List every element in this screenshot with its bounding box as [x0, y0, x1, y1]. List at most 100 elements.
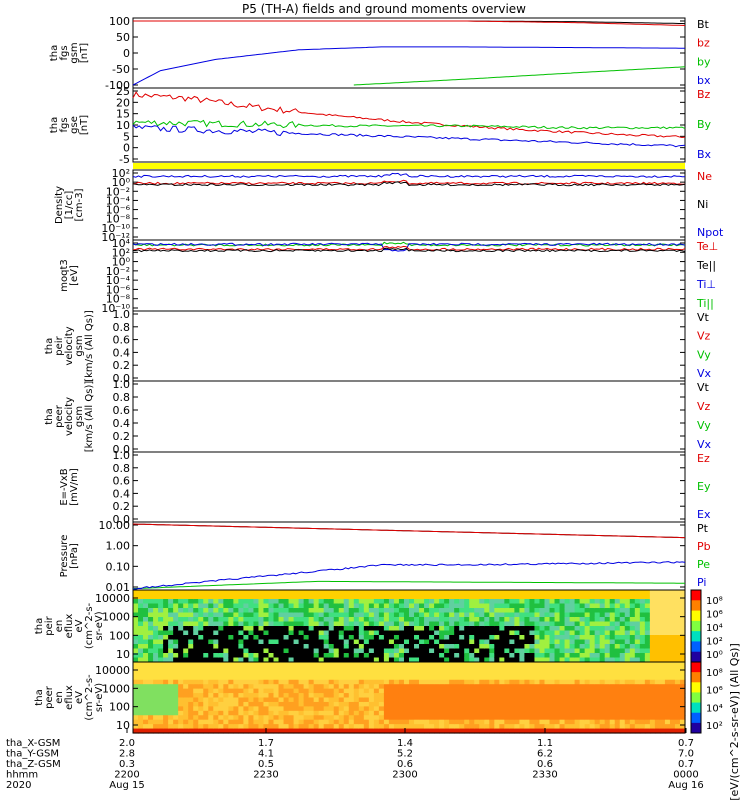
heatmap-cell: [529, 688, 536, 694]
heatmap-cell: [679, 719, 686, 725]
heatmap-cell: [539, 621, 546, 627]
heatmap-cell: [403, 701, 410, 707]
heatmap-cell: [539, 666, 546, 672]
heatmap-cell: [579, 608, 586, 614]
heatmap-cell: [308, 653, 315, 659]
heatmap-cell: [168, 697, 174, 703]
heatmap-cell: [233, 662, 239, 668]
heatmap-cell: [454, 644, 460, 650]
heatmap-cell: [258, 666, 265, 672]
heatmap-cell: [138, 679, 144, 685]
heatmap-cell: [449, 612, 455, 618]
heatmap-cell: [569, 719, 576, 725]
heatmap-cell: [474, 679, 480, 685]
heatmap-cell: [584, 724, 591, 730]
heatmap-cell: [298, 728, 305, 734]
heatmap-cell: [238, 603, 244, 609]
heatmap-cell: [378, 626, 385, 632]
heatmap-cell: [313, 603, 320, 609]
heatmap-cell: [409, 666, 415, 672]
heatmap-cell: [278, 662, 285, 668]
heatmap-cell: [383, 617, 390, 623]
heatmap-cell: [283, 653, 290, 659]
heatmap-cell: [218, 693, 224, 699]
heatmap-cell: [218, 603, 224, 609]
heatmap-cell: [514, 626, 520, 632]
heatmap-cell: [499, 697, 505, 703]
heatmap-cell: [368, 617, 375, 623]
heatmap-cell: [403, 599, 410, 605]
heatmap-cell: [343, 635, 350, 641]
heatmap-cell: [363, 719, 370, 725]
heatmap-cell: [208, 612, 214, 618]
heatmap-cell: [494, 662, 500, 668]
heatmap-cell: [659, 724, 666, 730]
heatmap-cell: [479, 666, 485, 672]
heatmap-cell: [178, 701, 184, 707]
heatmap-cell: [358, 666, 365, 672]
heatmap-cell: [168, 706, 174, 712]
heatmap-cell: [419, 621, 425, 627]
heatmap-cell: [604, 621, 611, 627]
heatmap-cell: [343, 701, 350, 707]
heatmap-cell: [619, 653, 626, 659]
heatmap-cell: [133, 697, 139, 703]
heatmap-cell: [203, 617, 209, 623]
heatmap-cell: [429, 594, 435, 600]
heatmap-cell: [213, 679, 219, 685]
heatmap-cell: [634, 644, 641, 650]
heatmap-cell: [624, 594, 631, 600]
heatmap-cell: [629, 684, 636, 690]
heatmap-cell: [203, 612, 209, 618]
heatmap-cell: [509, 635, 515, 641]
heatmap-cell: [639, 590, 646, 596]
heatmap-cell: [504, 653, 510, 659]
heatmap-cell: [539, 675, 546, 681]
heatmap-cell: [449, 630, 455, 636]
heatmap-cell: [459, 662, 465, 668]
heatmap-cell: [368, 684, 375, 690]
heatmap-cell: [373, 670, 380, 676]
heatmap-cell: [644, 630, 651, 636]
heatmap-cell: [584, 621, 591, 627]
heatmap-cell: [303, 594, 310, 600]
heatmap-cell: [328, 697, 335, 703]
heatmap-cell: [674, 684, 681, 690]
heatmap-cell: [424, 639, 430, 645]
heatmap-cell: [313, 644, 320, 650]
heatmap-cell: [313, 635, 320, 641]
heatmap-cell: [273, 590, 280, 596]
heatmap-cell: [138, 693, 144, 699]
heatmap-cell: [158, 626, 164, 632]
heatmap-cell: [554, 697, 561, 703]
heatmap-cell: [233, 594, 239, 600]
heatmap-cell: [198, 608, 204, 614]
heatmap-cell: [514, 617, 520, 623]
heatmap-cell: [569, 626, 576, 632]
heatmap-cell: [308, 599, 315, 605]
heatmap-cell: [163, 728, 169, 734]
heatmap-cell: [524, 608, 531, 614]
heatmap-cell: [403, 594, 410, 600]
heatmap-cell: [238, 710, 244, 716]
heatmap-cell: [469, 630, 475, 636]
heatmap-cell: [153, 657, 159, 663]
heatmap-cell: [499, 617, 505, 623]
heatmap-cell: [594, 626, 601, 632]
heatmap-cell: [283, 662, 290, 668]
heatmap-cell: [323, 724, 330, 730]
heatmap-cell: [439, 675, 445, 681]
heatmap-cell: [664, 603, 671, 609]
heatmap-cell: [358, 653, 365, 659]
heatmap-cell: [424, 666, 430, 672]
heatmap-cell: [318, 603, 325, 609]
heatmap-cell: [504, 608, 510, 614]
heatmap-cell: [293, 635, 300, 641]
heatmap-cell: [589, 657, 596, 663]
heatmap-cell: [604, 693, 611, 699]
heatmap-cell: [554, 701, 561, 707]
heatmap-cell: [253, 684, 260, 690]
heatmap-cell: [559, 706, 566, 712]
heatmap-cell: [444, 608, 450, 614]
heatmap-cell: [484, 710, 490, 716]
